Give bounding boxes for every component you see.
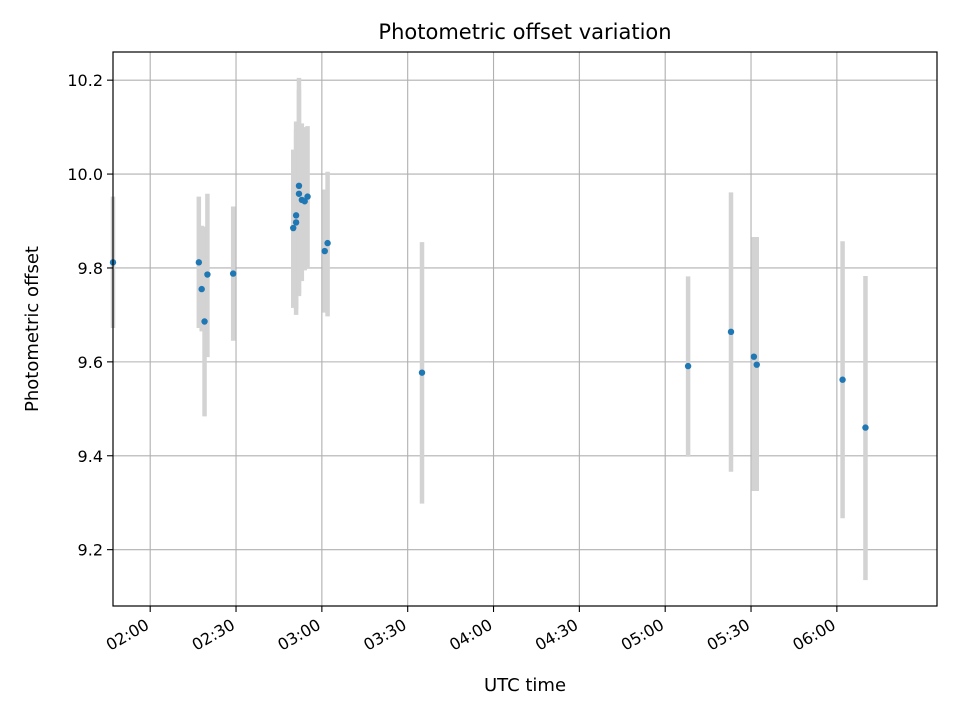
data-point	[750, 353, 758, 360]
y-tick-label: 9.2	[78, 541, 103, 560]
data-point	[418, 369, 426, 376]
plot-frame	[112, 51, 938, 607]
point-layer	[109, 182, 869, 431]
data-point	[862, 424, 869, 431]
data-point	[292, 212, 300, 219]
data-point	[292, 219, 300, 226]
data-point	[295, 190, 303, 197]
y-axis-ticks: 9.2 9.4 9.6 9.8 10.0 10.2	[67, 71, 113, 560]
data-point	[229, 270, 237, 277]
data-point	[204, 271, 211, 278]
y-tick-label: 10.2	[67, 71, 103, 90]
x-axis-label: UTC time	[484, 675, 566, 696]
data-point	[290, 224, 297, 232]
y-axis-label: Photometric offset	[22, 246, 43, 412]
data-point	[321, 247, 328, 255]
data-point	[198, 285, 205, 293]
chart-title: Photometric offset variation	[378, 20, 671, 44]
data-point	[684, 362, 692, 370]
y-tick-label: 10.0	[67, 165, 103, 184]
y-tick-label: 9.8	[78, 259, 103, 278]
data-point	[727, 328, 735, 336]
y-tick-label: 9.6	[78, 353, 103, 372]
data-point	[301, 198, 308, 205]
data-point	[839, 376, 846, 383]
data-point	[324, 239, 331, 247]
data-point	[753, 361, 760, 368]
data-point	[195, 259, 203, 266]
data-point	[295, 182, 303, 190]
data-point	[201, 318, 208, 325]
y-tick-label: 9.4	[78, 447, 103, 466]
data-point	[304, 193, 311, 200]
grid-layer	[113, 52, 937, 606]
